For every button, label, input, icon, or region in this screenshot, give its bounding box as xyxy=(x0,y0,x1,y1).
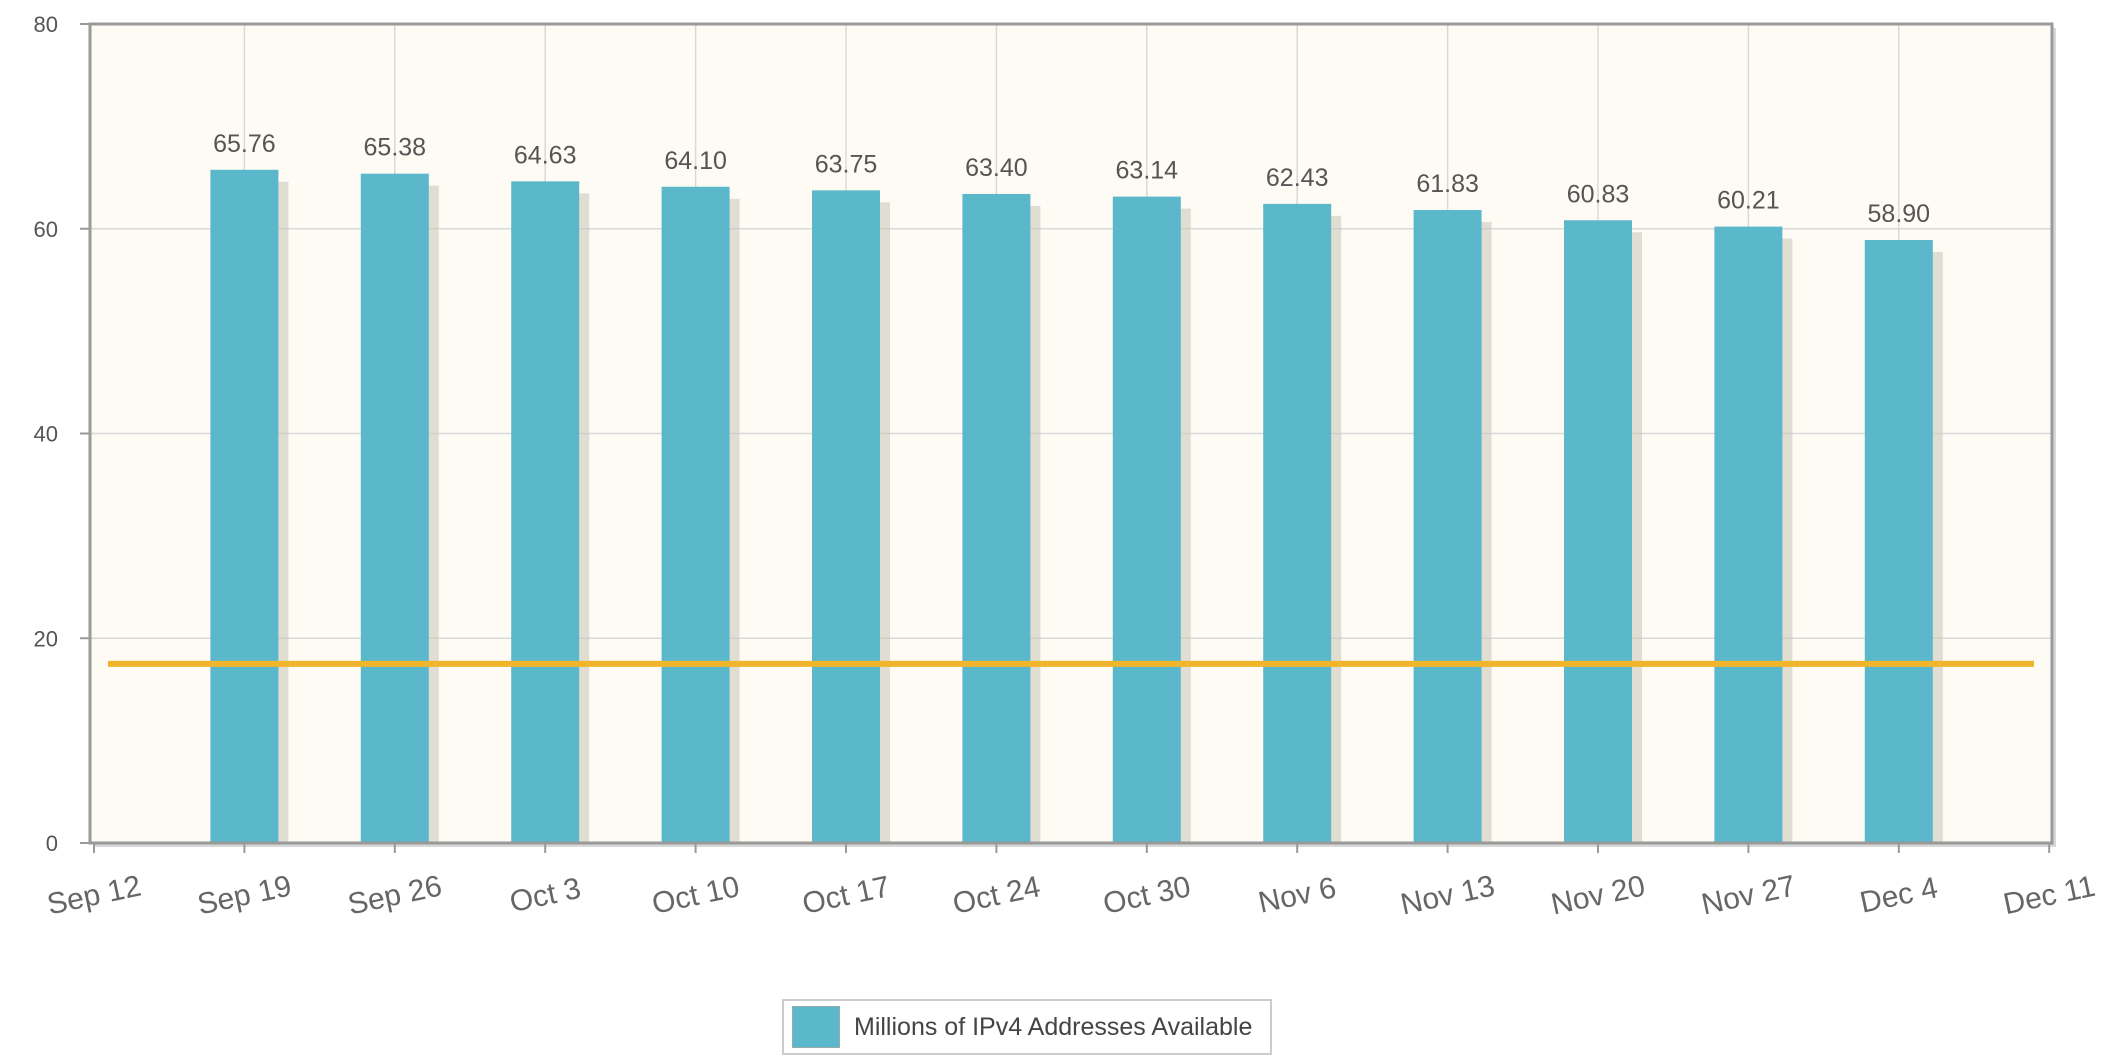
y-tick-label: 40 xyxy=(34,422,58,447)
legend-swatch xyxy=(792,1006,840,1048)
bar xyxy=(210,169,279,844)
x-tick-label: Nov 6 xyxy=(1256,871,1340,920)
bar xyxy=(360,173,429,844)
bar-value-label: 60.83 xyxy=(1567,180,1630,208)
bar xyxy=(812,190,880,843)
bar xyxy=(1112,196,1181,843)
x-tick-label: Oct 24 xyxy=(950,870,1043,921)
bar-value-label: 65.38 xyxy=(364,134,427,162)
y-tick-label: 0 xyxy=(46,831,58,856)
x-tick-label: Oct 3 xyxy=(507,872,584,919)
bar xyxy=(511,181,580,844)
x-tick-label: Nov 27 xyxy=(1699,869,1799,921)
y-tick-label: 60 xyxy=(34,217,58,242)
legend-label: Millions of IPv4 Addresses Available xyxy=(854,1012,1253,1041)
x-tick-label: Dec 11 xyxy=(2000,870,2098,922)
bar xyxy=(1263,203,1332,844)
y-tick-label: 20 xyxy=(34,626,58,651)
x-tick-label: Dec 4 xyxy=(1857,871,1941,920)
bar-value-label: 65.76 xyxy=(213,130,276,158)
bar-value-label: 64.10 xyxy=(664,147,727,175)
bar-value-label: 61.83 xyxy=(1416,170,1479,198)
bar-value-label: 63.75 xyxy=(815,150,878,178)
x-tick-label: Nov 20 xyxy=(1548,869,1648,921)
x-tick-label: Oct 30 xyxy=(1100,870,1193,921)
x-tick-label: Sep 26 xyxy=(345,869,445,921)
bar xyxy=(962,193,1031,843)
x-tick-label: Oct 10 xyxy=(649,870,742,921)
x-tick-label: Oct 17 xyxy=(799,870,892,921)
bar-value-label: 58.90 xyxy=(1868,200,1931,228)
bar-value-label: 64.63 xyxy=(514,141,577,169)
chart-legend: Millions of IPv4 Addresses Available xyxy=(782,999,1273,1055)
bar xyxy=(1564,220,1632,843)
bar xyxy=(1864,240,1933,844)
bar xyxy=(1413,210,1482,843)
bar-value-label: 63.40 xyxy=(965,154,1028,182)
bar xyxy=(1714,226,1783,844)
x-tick-label: Sep 19 xyxy=(195,869,295,921)
bar-chart: 0 20 40 60 80 Sep 12 Sep 19 Sep 26 Oct 3 Oct 10 Oc… xyxy=(34,12,2099,922)
y-tick-label: 80 xyxy=(34,12,58,37)
bar-value-label: 63.14 xyxy=(1116,157,1179,185)
bar-value-label: 62.43 xyxy=(1266,164,1329,192)
x-tick-label: Sep 12 xyxy=(44,869,144,921)
bar xyxy=(661,186,730,843)
bar-value-label: 60.21 xyxy=(1717,187,1780,215)
x-tick-label: Nov 13 xyxy=(1398,869,1498,921)
